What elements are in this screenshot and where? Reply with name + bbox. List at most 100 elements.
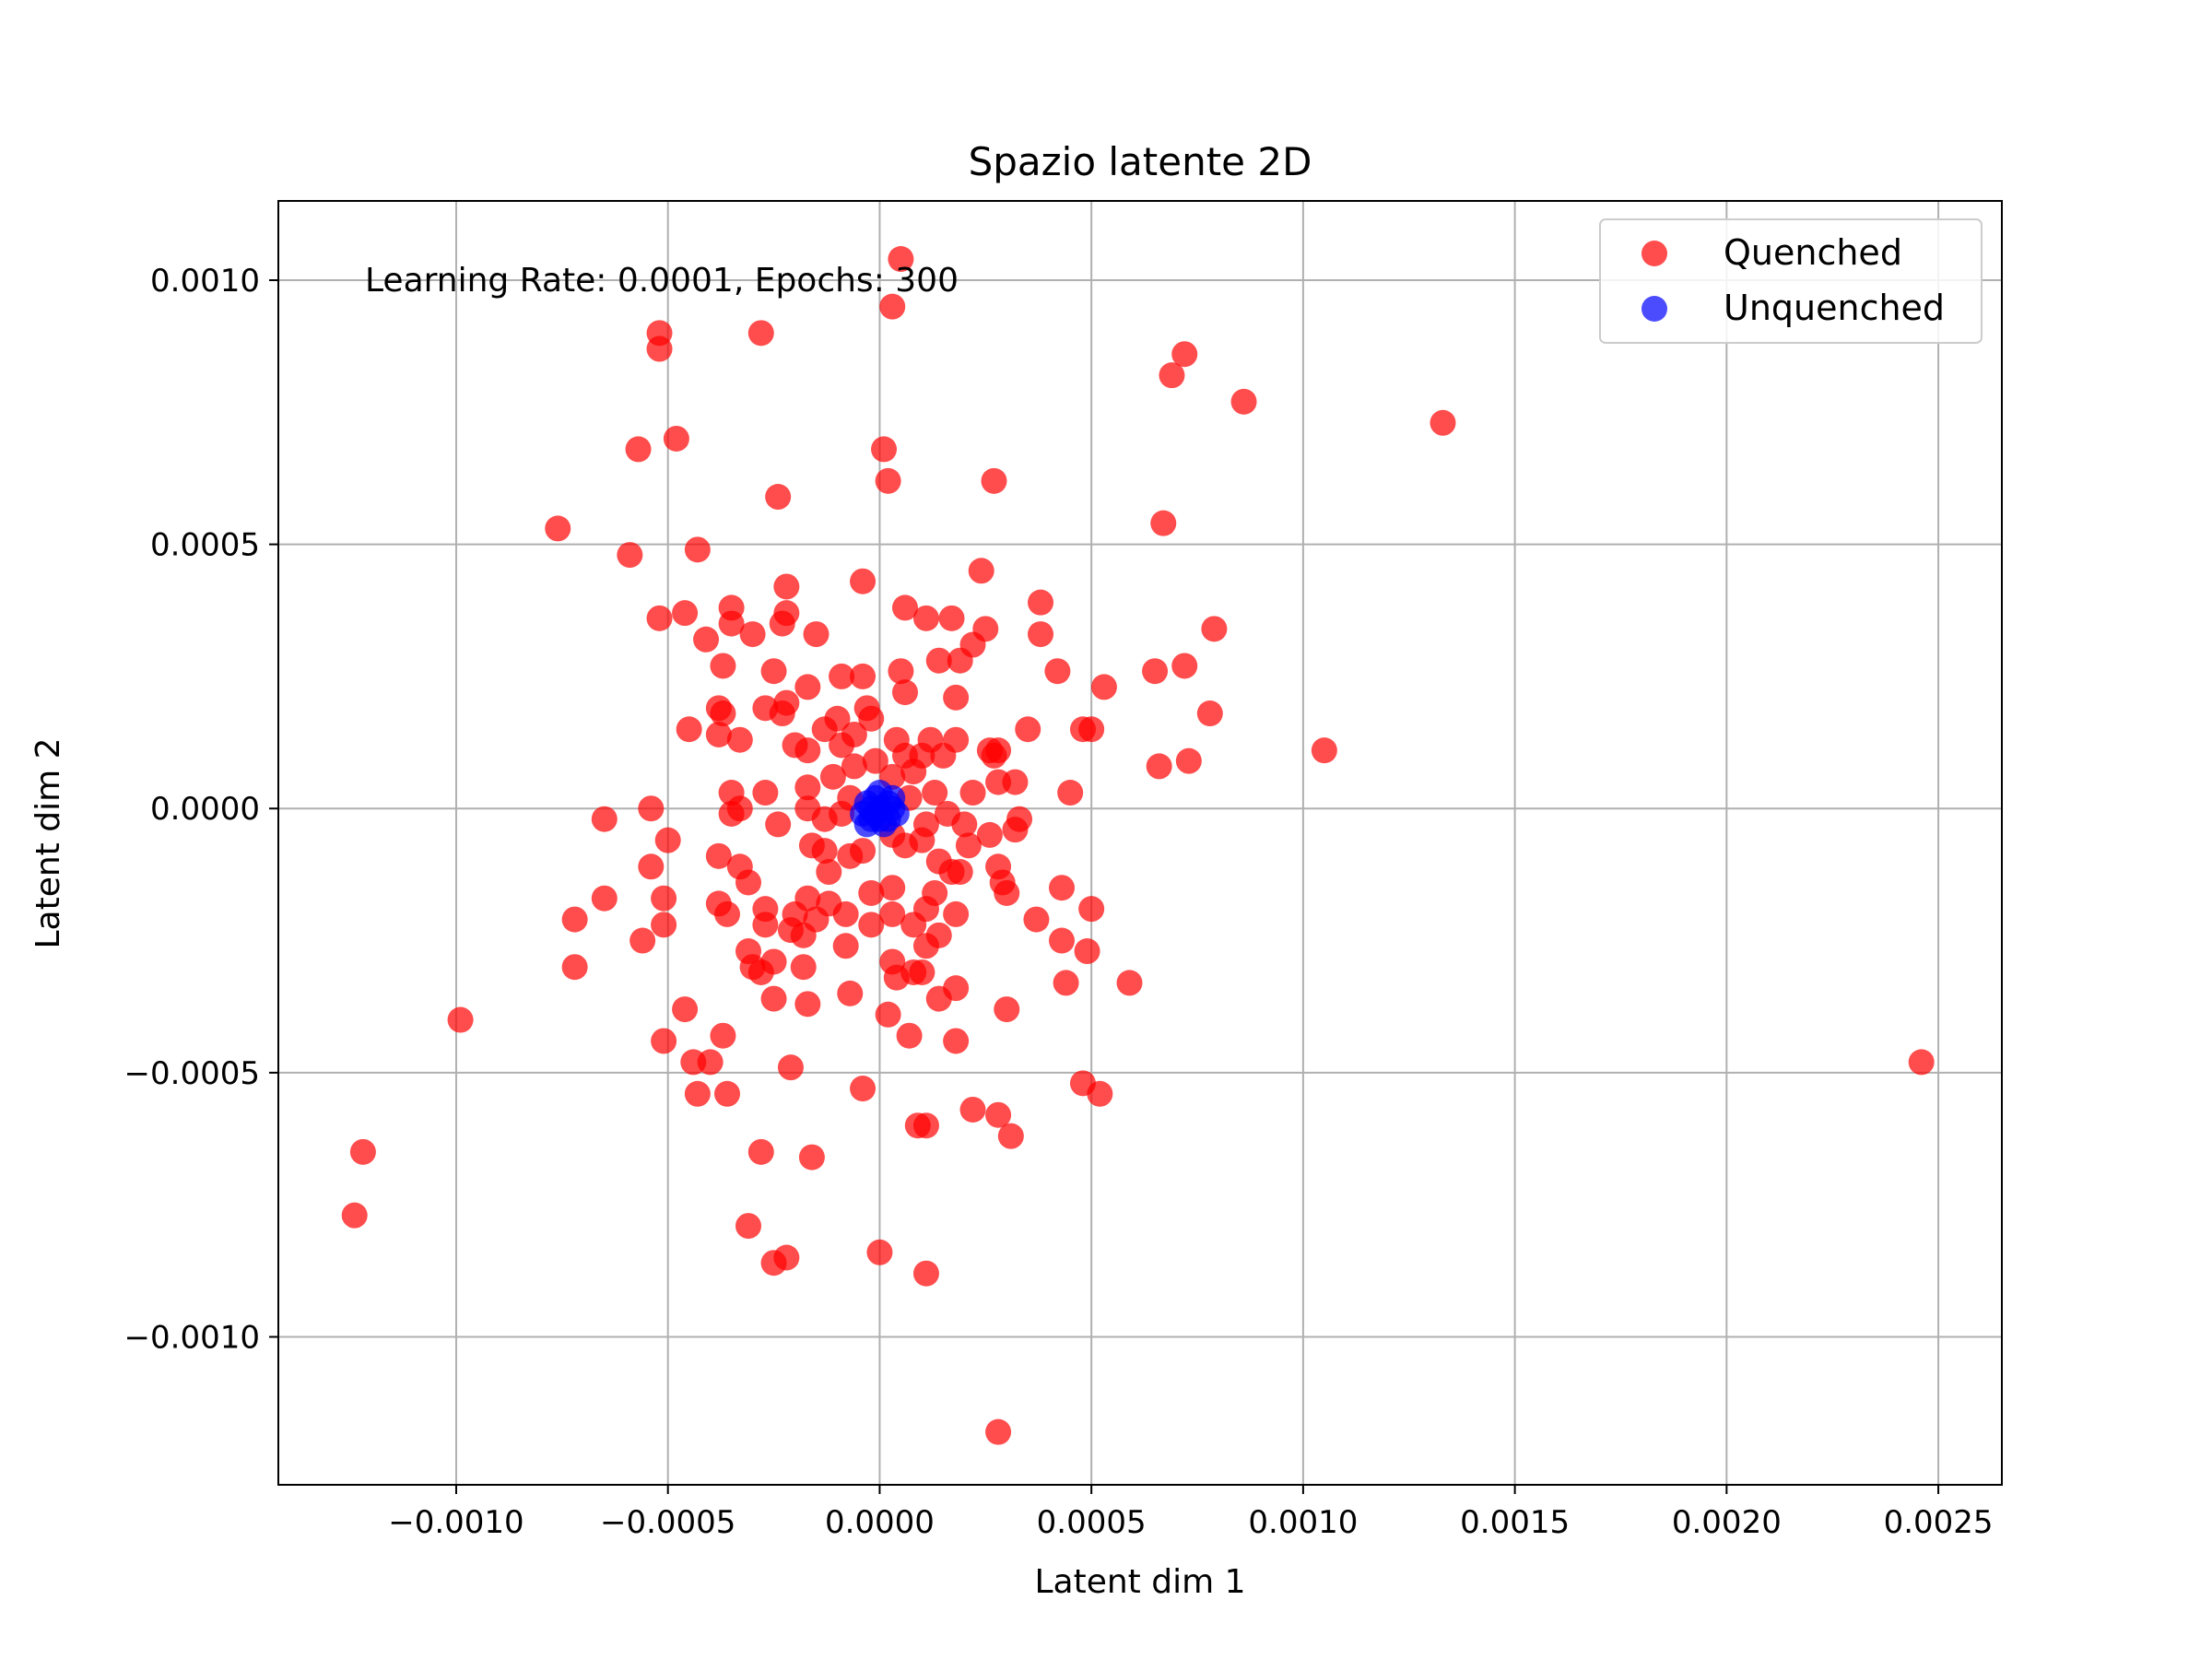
quenched-point <box>930 742 957 769</box>
quenched-point <box>1028 589 1054 616</box>
x-tick-label: 0.0010 <box>1248 1504 1358 1541</box>
quenched-point <box>663 425 689 452</box>
quenched-point <box>832 933 859 959</box>
quenched-point <box>837 980 864 1006</box>
quenched-point <box>1044 658 1071 685</box>
quenched-point <box>900 912 927 938</box>
quenched-point <box>1175 747 1202 774</box>
quenched-point <box>1159 362 1185 389</box>
quenched-point <box>735 869 761 896</box>
training-annotation: Learning Rate: 0.0001, Epochs: 300 <box>365 262 959 300</box>
plot-frame <box>277 200 2003 1486</box>
quenched-point <box>1049 875 1075 901</box>
quenched-point <box>938 605 965 631</box>
quenched-point <box>985 1101 1012 1128</box>
quenched-point <box>714 900 741 927</box>
quenched-point <box>1049 927 1075 954</box>
quenched-point <box>617 542 643 569</box>
series-unquenched <box>850 780 910 838</box>
quenched-point <box>829 663 855 689</box>
quenched-point <box>672 600 699 627</box>
quenched-point <box>1002 769 1029 795</box>
x-tick-label: 0.0015 <box>1460 1504 1570 1541</box>
quenched-point <box>765 484 792 511</box>
quenched-point <box>850 663 877 689</box>
quenched-point <box>875 1001 901 1028</box>
quenched-point <box>747 959 774 985</box>
quenched-point <box>705 842 732 869</box>
quenched-point <box>1146 753 1172 780</box>
quenched-point <box>1074 938 1100 965</box>
quenched-point <box>896 1022 923 1049</box>
quenched-point <box>710 653 736 679</box>
y-tick-label: −0.0005 <box>124 1055 260 1092</box>
quenched-point <box>912 1260 939 1287</box>
quenched-point <box>811 838 838 865</box>
quenched-point <box>794 674 821 700</box>
quenched-point <box>739 621 766 648</box>
quenched-point <box>726 726 753 753</box>
quenched-point <box>1078 896 1105 923</box>
quenched-point <box>862 747 888 774</box>
quenched-point <box>651 912 677 938</box>
axis-ticks: −0.0010 −0.0005 0.0000 0.0005 0.0010 0.0015 0.… <box>124 263 1994 1541</box>
quenched-point <box>879 900 906 927</box>
quenched-point <box>591 806 618 832</box>
quenched-point <box>829 732 855 759</box>
quenched-point <box>837 842 864 869</box>
quenched-point <box>909 959 935 985</box>
quenched-point <box>765 811 792 838</box>
quenched-point <box>858 912 885 938</box>
quenched-point <box>947 859 973 886</box>
quenched-point <box>912 933 939 959</box>
quenched-point <box>912 605 939 631</box>
quenched-point <box>904 1112 931 1139</box>
quenched-point <box>951 811 978 838</box>
quenched-point <box>879 293 906 320</box>
quenched-point <box>561 906 588 933</box>
quenched-point <box>697 1049 724 1076</box>
x-tick-label: 0.0025 <box>1884 1504 1994 1541</box>
quenched-point <box>760 985 787 1012</box>
quenched-point <box>1171 341 1198 368</box>
quenched-point <box>841 753 867 780</box>
quenched-point <box>892 832 918 859</box>
legend-marker-unquenched <box>1641 296 1667 322</box>
quenched-point <box>794 991 821 1018</box>
quenched-point <box>798 1144 825 1171</box>
quenched-point <box>1057 780 1084 806</box>
y-axis-label: Latent dim 2 <box>29 737 67 948</box>
quenched-point <box>1023 906 1050 933</box>
quenched-point <box>900 759 927 785</box>
quenched-point <box>1196 700 1223 727</box>
quenched-point <box>985 1418 1012 1445</box>
quenched-point <box>1090 674 1117 700</box>
quenched-point <box>718 610 745 637</box>
quenched-point <box>672 996 699 1023</box>
quenched-point <box>1028 621 1054 648</box>
quenched-point <box>947 647 973 674</box>
series-quenched <box>341 246 1935 1445</box>
quenched-point <box>811 716 838 743</box>
quenched-point <box>447 1006 474 1033</box>
quenched-point <box>819 763 846 790</box>
quenched-point <box>858 879 885 906</box>
quenched-point <box>752 912 779 938</box>
quenched-point <box>747 1138 774 1165</box>
quenched-point <box>638 853 665 880</box>
quenched-point <box>1171 653 1198 679</box>
x-axis-label: Latent dim 1 <box>1034 1563 1245 1601</box>
quenched-point <box>629 927 656 954</box>
quenched-point <box>1311 737 1337 764</box>
quenched-point <box>1230 388 1257 415</box>
quenched-point <box>684 1080 711 1107</box>
quenched-point <box>811 806 838 832</box>
quenched-point <box>794 774 821 801</box>
quenched-point <box>591 885 618 912</box>
quenched-point <box>943 684 970 711</box>
quenched-point <box>888 246 914 273</box>
quenched-point <box>773 573 800 600</box>
quenched-point <box>705 721 732 747</box>
quenched-point <box>752 780 779 806</box>
quenched-point <box>943 1028 970 1054</box>
